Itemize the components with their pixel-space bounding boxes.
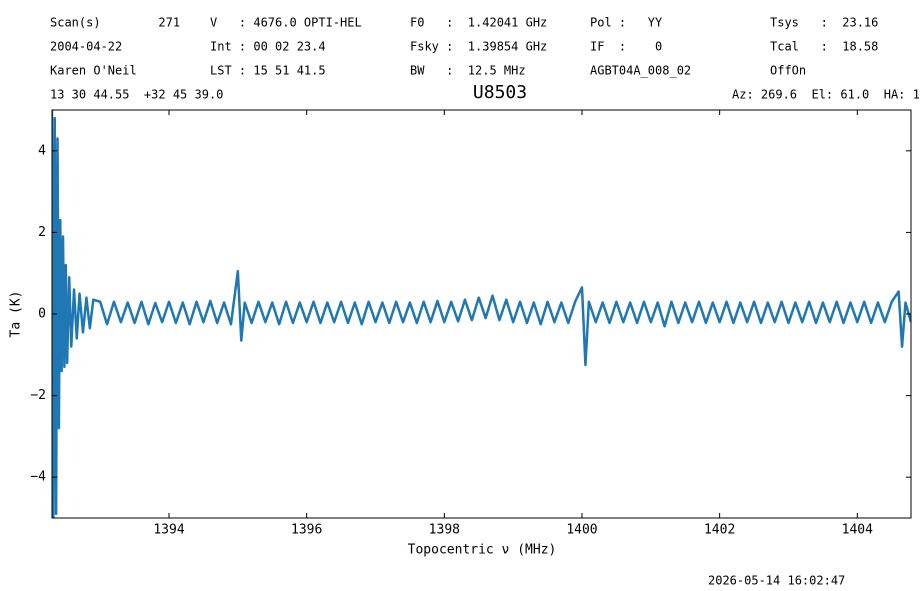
header-field: Karen O'Neil [50,64,137,78]
x-tick-label: 1398 [429,523,460,538]
plot-frame [51,109,912,519]
chart-title: U8503 [473,82,527,103]
header-field: Pol : YY [590,16,663,30]
header-field: Int : 00 02 23.4 [210,40,326,54]
x-tick-label: 1402 [704,523,735,538]
header-field: OffOn [770,64,806,78]
header-field: V : 4676.0 OPTI-HEL [210,16,362,30]
x-tick-label: 1394 [153,523,184,538]
header-field: F0 : 1.42041 GHz [410,16,547,30]
x-axis-label: Topocentric ν (MHz) [408,543,557,558]
x-tick-label: 1404 [842,523,873,538]
header-field: LST : 15 51 41.5 [210,64,326,78]
header-field: AGBT04A_008_02 [590,64,691,78]
y-tick-label: −2 [30,388,46,403]
plot-area [52,110,911,518]
y-tick-label: 0 [38,307,46,322]
header-field: Scan(s) 271 [50,16,180,30]
y-tick-label: −4 [30,470,46,485]
x-tick-label: 1400 [566,523,597,538]
header-field: Tcal : 18.58 [770,40,878,54]
header-field: IF : 0 [590,40,662,54]
x-tick-label: 1396 [291,523,322,538]
y-axis-label: Ta (K) [9,291,24,338]
header-field: Tsys : 23.16 [770,16,878,30]
coordinates: 13 30 44.55 +32 45 39.0 [50,88,223,102]
y-tick-label: 2 [38,225,46,240]
spectrum-line [52,110,911,518]
header-field: Fsky : 1.39854 GHz [410,40,547,54]
y-tick-label: 4 [38,143,46,158]
header-field: 2004-04-22 [50,40,122,54]
timestamp: 2026-05-14 16:02:47 [708,574,845,588]
header-field: BW : 12.5 MHz [410,64,526,78]
pointing: Az: 269.6 El: 61.0 HA: 1 [732,88,920,102]
